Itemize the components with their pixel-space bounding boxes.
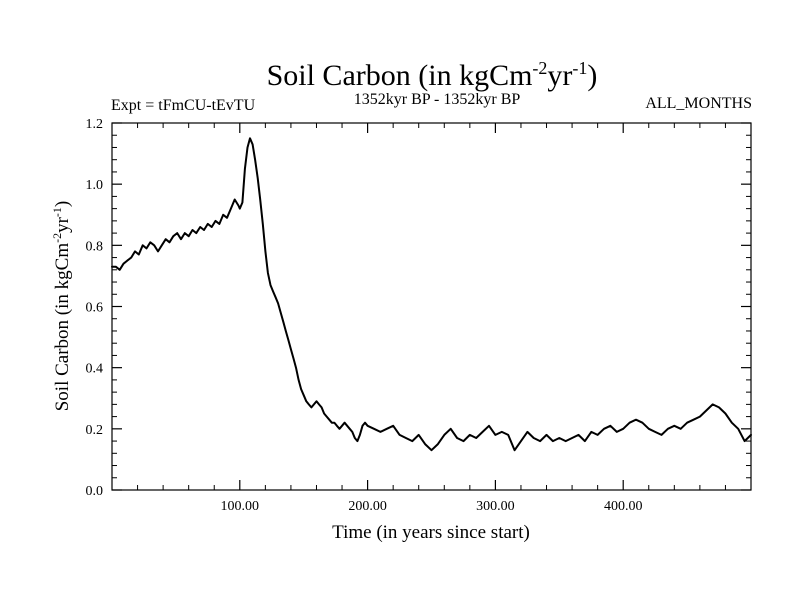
- subtitle-months: ALL_MONTHS: [645, 95, 752, 112]
- x-tick-label: 100.00: [221, 499, 260, 514]
- y-tick-label: 0.4: [86, 362, 104, 377]
- y-tick-label: 0.6: [86, 301, 104, 316]
- y-axis: 0.0 0.2 0.4 0.6 0.8 1.0 1.2: [86, 117, 751, 499]
- x-tick-label: 300.00: [476, 499, 515, 514]
- x-axis: 100.00 200.00 300.00 400.00: [221, 123, 643, 514]
- y-tick-label: 1.0: [86, 178, 104, 193]
- y-axis-label: Soil Carbon (in kgCm-2yr-1): [50, 201, 73, 412]
- y-tick-label: 0.0: [86, 484, 104, 499]
- y-tick-label: 1.2: [86, 117, 104, 132]
- minor-ticks: [112, 123, 751, 490]
- subtitle-experiment: Expt = tFmCU-tEvTU: [111, 97, 256, 114]
- chart-title: Soil Carbon (in kgCm-2yr-1): [267, 58, 598, 92]
- series-line-soil-carbon: [111, 137, 752, 452]
- x-axis-label: Time (in years since start): [332, 522, 530, 543]
- y-tick-label: 0.8: [86, 239, 104, 254]
- y-tick-label: 0.2: [86, 423, 104, 438]
- x-tick-label: 200.00: [348, 499, 387, 514]
- subtitle-period: 1352kyr BP - 1352kyr BP: [354, 91, 521, 108]
- series-layer: [111, 137, 752, 452]
- plot-frame: [111, 122, 752, 491]
- x-tick-label: 400.00: [604, 499, 643, 514]
